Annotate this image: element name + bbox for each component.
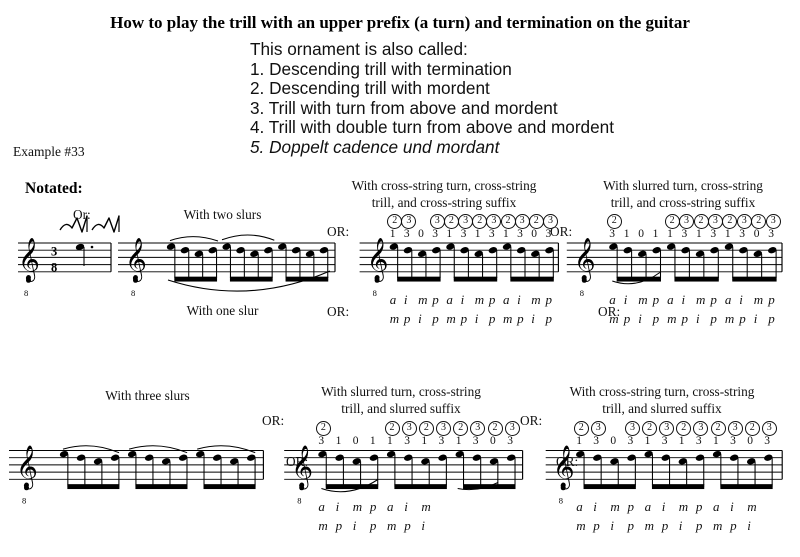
svg-text:𝄞: 𝄞 (291, 445, 313, 490)
svg-text:8: 8 (51, 261, 57, 275)
svg-text:8: 8 (24, 288, 28, 298)
svg-text:8: 8 (373, 288, 377, 298)
svg-text:8: 8 (297, 496, 301, 506)
svg-text:8: 8 (559, 496, 563, 506)
svg-text:𝄞: 𝄞 (367, 237, 389, 282)
svg-text:𝄞: 𝄞 (553, 445, 575, 490)
svg-text:8: 8 (131, 288, 135, 298)
svg-text:𝄞: 𝄞 (16, 445, 38, 490)
svg-text:𝄞: 𝄞 (574, 237, 596, 282)
svg-text:𝄞: 𝄞 (125, 237, 147, 282)
svg-text:3: 3 (51, 245, 57, 259)
svg-text:8: 8 (22, 496, 26, 506)
svg-text:𝄞: 𝄞 (18, 237, 40, 282)
svg-text:8: 8 (580, 288, 584, 298)
